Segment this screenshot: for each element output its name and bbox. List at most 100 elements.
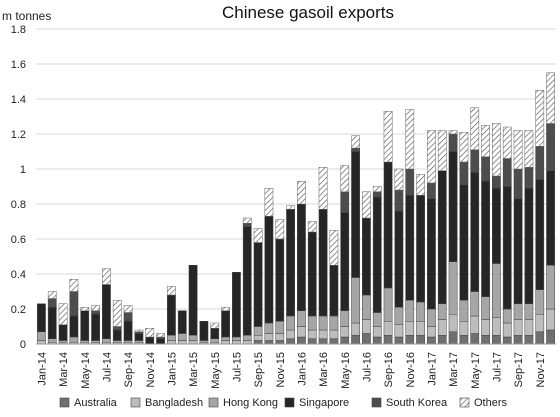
legend-swatch	[208, 397, 219, 408]
x-axis-ticks: Jan-14 Mar-14 May-14 Jul-14 Sep-14 Nov-14 Jan-…	[36, 352, 546, 389]
bar-segment-singapore	[134, 333, 144, 341]
x-tick-label: Sep-16	[383, 352, 395, 387]
bar-segment-others	[405, 109, 415, 170]
y-tick-label: 1.6	[11, 59, 26, 71]
bar-segment-others	[502, 126, 512, 159]
bar-segment-south-korea	[123, 312, 133, 322]
bar-segment-others	[329, 230, 339, 266]
bar-segment-others	[492, 123, 501, 177]
bar-stack-Sep-16	[383, 111, 393, 345]
bar-segment-australia	[481, 335, 490, 345]
bar-segment-south-korea	[112, 326, 122, 331]
bar-segment-south-korea	[156, 336, 165, 339]
legend-label: Australia	[74, 397, 118, 409]
grid-lines	[36, 28, 556, 310]
bar-segment-bangladesh	[351, 322, 360, 336]
bar-segment-others	[383, 111, 393, 163]
bar-stack-Jul-16	[362, 191, 371, 345]
bar-segment-australia	[340, 336, 350, 345]
y-tick-label: 0.4	[11, 269, 26, 281]
bar-segment-hong-kong	[502, 308, 512, 324]
bar-stack-Oct-15	[264, 188, 274, 345]
bar-segment-others	[372, 186, 382, 192]
bar-stack-May-15	[210, 322, 220, 345]
bar-stack-Aug-16	[372, 186, 382, 345]
bar-stack-Mar-15	[188, 265, 198, 345]
bar-segment-singapore	[416, 195, 425, 303]
bar-segment-singapore	[362, 217, 371, 296]
bar-segment-australia	[492, 335, 501, 345]
bar-stack-Dec-14	[156, 333, 165, 345]
bar-segment-singapore	[232, 272, 241, 338]
bar-segment-hong-kong	[307, 315, 317, 331]
bar-stack-Mar-17	[448, 130, 458, 345]
x-tick-label: Nov-14	[145, 352, 157, 387]
bar-segment-bangladesh	[502, 322, 512, 338]
bar-segment-singapore	[318, 209, 328, 317]
bar-segment-bangladesh	[242, 340, 252, 345]
bar-stack-Jan-16	[297, 181, 306, 345]
bar-segment-bangladesh	[459, 321, 469, 336]
bar-segment-south-korea	[351, 147, 360, 152]
bar-segment-hong-kong	[427, 308, 436, 327]
bar-segment-australia	[546, 329, 555, 345]
x-tick-label: Mar-15	[188, 352, 200, 387]
bar-segment-south-korea	[242, 223, 252, 227]
bar-segment-hong-kong	[297, 310, 306, 327]
bar-segment-hong-kong	[513, 303, 523, 320]
legend-swatch	[59, 397, 70, 408]
x-tick-label: May-16	[340, 352, 352, 389]
x-tick-label: Jan-15	[166, 352, 178, 386]
bar-segment-hong-kong	[481, 296, 490, 320]
bar-stack-Nov-17	[535, 90, 545, 345]
bar-segment-south-korea	[492, 175, 501, 189]
bar-segment-singapore	[47, 307, 57, 339]
bar-segment-others	[362, 191, 371, 219]
bar-segment-australia	[307, 338, 317, 345]
bar-segment-bangladesh	[524, 319, 534, 336]
bar-stack-Jun-16	[351, 135, 360, 345]
bar-stack-Jun-15	[221, 307, 230, 345]
bar-segment-australia	[524, 335, 534, 345]
x-tick-label: Nov-17	[535, 352, 547, 387]
bar-segment-australia	[383, 335, 393, 345]
y-tick-label: 0	[20, 339, 26, 351]
bar-segment-others	[69, 279, 79, 292]
bar-segment-bangladesh	[383, 321, 393, 336]
legend-label: Others	[474, 397, 508, 409]
bar-stack-Oct-17	[524, 130, 534, 345]
bar-segment-bangladesh	[470, 315, 480, 334]
bar-segment-hong-kong	[69, 336, 79, 343]
y-tick-label: 1.2	[11, 129, 26, 141]
bar-stack-Oct-16	[394, 168, 404, 345]
bar-segment-singapore	[448, 151, 458, 262]
bar-segment-bangladesh	[307, 329, 317, 339]
bar-segment-singapore	[37, 303, 46, 332]
bar-segment-hong-kong	[329, 315, 339, 331]
bar-stack-Mar-16	[318, 167, 328, 345]
bar-segment-hong-kong	[242, 335, 252, 341]
bar-segment-others	[275, 219, 285, 240]
bar-segment-bangladesh	[437, 319, 447, 336]
bar-segment-others	[351, 135, 360, 149]
bar-stack-Aug-15	[242, 217, 252, 345]
bar-segment-singapore	[546, 170, 555, 266]
bar-segment-hong-kong	[362, 294, 371, 320]
x-tick-label: Jan-17	[426, 352, 438, 386]
x-tick-label: Nov-16	[405, 352, 417, 387]
y-tick-label: 0.6	[11, 234, 26, 246]
bar-segment-bangladesh	[362, 319, 371, 334]
bar-segment-australia	[264, 340, 274, 345]
bar-segment-others	[546, 72, 555, 124]
bar-stack-May-17	[470, 107, 480, 345]
bar-segment-others	[318, 167, 328, 210]
bar-segment-hong-kong	[470, 291, 480, 317]
y-tick-label: 0.2	[11, 304, 26, 316]
bar-stack-Sep-15	[253, 228, 263, 345]
bar-segment-south-korea	[340, 191, 350, 213]
bar-segment-bangladesh	[405, 321, 415, 336]
bar-segment-others	[102, 268, 111, 285]
bar-segment-singapore	[264, 216, 274, 324]
bar-stack-Jan-17	[427, 130, 436, 345]
bar-segment-bangladesh	[297, 326, 306, 338]
